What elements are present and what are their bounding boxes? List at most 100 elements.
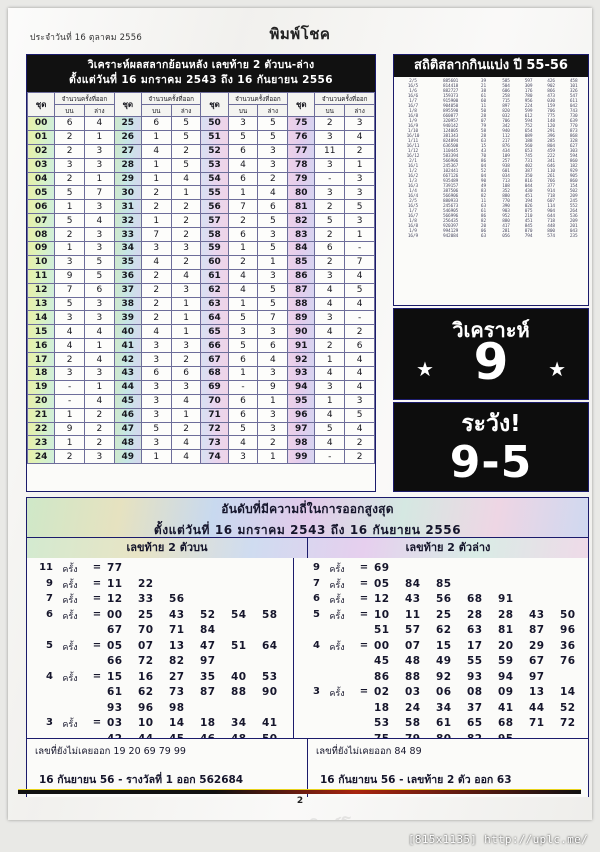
top-count-cell: 7 (140, 227, 172, 243)
stats-cell: 320957 (442, 119, 459, 124)
stats-cell: 043 (569, 229, 578, 234)
grid-body: 00 6 4 25 6 5 50 3 5 75 2 3 01 2 1 26 1 5 51 5 5 76 3 4 02 2 3 27 4 2… (26, 116, 375, 465)
set-number-cell: 63 (200, 296, 229, 312)
bottom-count-cell: 3 (83, 449, 115, 465)
stats-cell: 159 (547, 104, 555, 109)
stats-cell: 82 (480, 194, 487, 199)
set-number-cell: 04 (26, 171, 56, 187)
lottery-number: 43 (169, 608, 185, 621)
stats-cell: 880 (502, 194, 510, 199)
frequency-numbers: 18 24 34 37 41 44 52 (374, 702, 591, 714)
lottery-number: 13 (529, 686, 545, 698)
stats-cell: 281 (502, 229, 510, 234)
set-number-cell: 96 (287, 407, 316, 423)
bottom-count-cell: 3 (83, 157, 115, 173)
bottom-count-cell: 5 (170, 129, 202, 145)
top-count-cell: 1 (227, 185, 259, 201)
set-number-cell: 62 (200, 282, 229, 298)
stats-cell: 597 (524, 79, 533, 84)
set-number-cell: 95 (287, 393, 316, 409)
bottom-count-cell: 3 (257, 227, 289, 243)
main-analysis-table-block: วิเคราะห์ผลสลากย้อนหลัง เลขท้าย 2 ตัวบน-… (26, 54, 376, 492)
bottom-count-cell: 4 (344, 352, 375, 368)
set-number-cell: 83 (287, 227, 316, 243)
top-count-cell: 2 (140, 185, 172, 201)
top-count-cell: 1 (227, 296, 259, 312)
set-number-cell: 66 (200, 338, 229, 354)
frequency-row: 5 ครั้ง = 05 07 13 47 51 64 (33, 640, 293, 656)
stats-row: 1/8 256435 82 880 451 718 209 (397, 219, 585, 224)
stats-row: 1/9 320957 07 706 594 148 639 (397, 119, 585, 124)
stats-table: 2/5 885601 39 585 597 426 458 16/5 814418 21 504 30… (397, 79, 585, 239)
top-count-cell: 1 (140, 449, 172, 465)
stats-cell: 766 (547, 179, 555, 184)
frequency-unit-label: ครั้ง (62, 565, 78, 575)
bottom-count-cell: 3 (344, 393, 375, 409)
table-row: 17 2 4 42 3 2 67 6 4 92 1 4 (26, 352, 375, 368)
lottery-number: 64 (262, 639, 278, 652)
star-left-icon: ★ (416, 357, 434, 381)
stats-cell: 895590 (442, 109, 459, 114)
stats-cell: 994129 (442, 229, 459, 234)
top-count-cell: 5 (54, 185, 85, 201)
stats-cell: 60 (480, 99, 487, 104)
document-page: ประจำวันที่ 16 ตุลาคม 2556 พิมพ์โชค วิเค… (8, 8, 592, 820)
lottery-number: 11 (107, 577, 123, 590)
frequency-unit-label: ครั้ง (62, 611, 78, 622)
stats-cell: 1/7 (409, 99, 417, 104)
stats-cell: 1/3 (409, 179, 417, 184)
top-count-cell: 6 (227, 171, 259, 187)
stats-cell: 224 (524, 104, 533, 109)
frequency-numbers: 93 96 98 (107, 702, 200, 714)
frequency-numbers: 69 (374, 562, 405, 574)
stats-cell: 28 (480, 134, 487, 139)
bottom-count-cell: 3 (344, 116, 375, 131)
top-count-cell: 4 (227, 157, 259, 173)
frequency-numbers: 61 62 73 87 88 90 (107, 686, 293, 698)
top-count-cell: 1 (54, 435, 85, 451)
stats-cell: 546905 (442, 209, 459, 214)
top-count-cell: 3 (314, 379, 346, 395)
table-row: 21 1 2 46 3 1 71 6 3 96 4 5 (26, 407, 375, 423)
lottery-number: 27 (169, 670, 185, 683)
stats-cell: 089 (524, 134, 533, 139)
top-count-cell: 1 (227, 241, 259, 256)
set-number-cell: 94 (287, 379, 316, 395)
lottery-number: 14 (560, 686, 576, 698)
stats-cell: 713 (502, 179, 510, 184)
analysis-label: วิเคราะห์ (452, 318, 530, 342)
frequency-numbers: 11 22 (107, 578, 169, 590)
equals-sign: = (359, 639, 369, 651)
table-row: 18 3 3 43 6 6 68 1 3 93 4 4 (26, 366, 375, 381)
bottom-count-cell: 4 (83, 213, 115, 229)
set-number-cell: 59 (200, 241, 229, 256)
bottom-count-cell: 3 (257, 268, 289, 284)
stats-cell: 885601 (442, 79, 459, 84)
set-number-cell: 02 (26, 143, 56, 159)
set-number-cell: 01 (26, 129, 56, 145)
bottom-count-cell: 3 (257, 421, 289, 437)
stats-cell: 11 (480, 199, 487, 204)
stats-cell: 473 (547, 94, 555, 99)
top-count-cell: 4 (314, 324, 346, 340)
lottery-number: 06 (436, 686, 452, 698)
frequency-count: 9 (46, 577, 53, 589)
set-number-cell: 06 (26, 199, 56, 215)
stats-cell: 90 (480, 179, 487, 184)
bottom-count-cell: 4 (344, 268, 375, 284)
stats-cell: 574 (547, 234, 555, 239)
set-number-cell: 61 (200, 268, 229, 284)
top-count-cell: 5 (314, 421, 346, 437)
lottery-number: 54 (231, 608, 247, 621)
equals-sign: = (92, 593, 102, 604)
top-count-cell: 4 (314, 366, 346, 381)
stats-cell: 594 (524, 119, 533, 124)
bottom-count-cell: 3 (83, 227, 115, 243)
stats-cell: 814418 (442, 84, 459, 89)
lottery-number: 82 (169, 655, 185, 667)
lottery-number: 76 (560, 655, 576, 667)
lottery-number: 90 (262, 686, 278, 698)
